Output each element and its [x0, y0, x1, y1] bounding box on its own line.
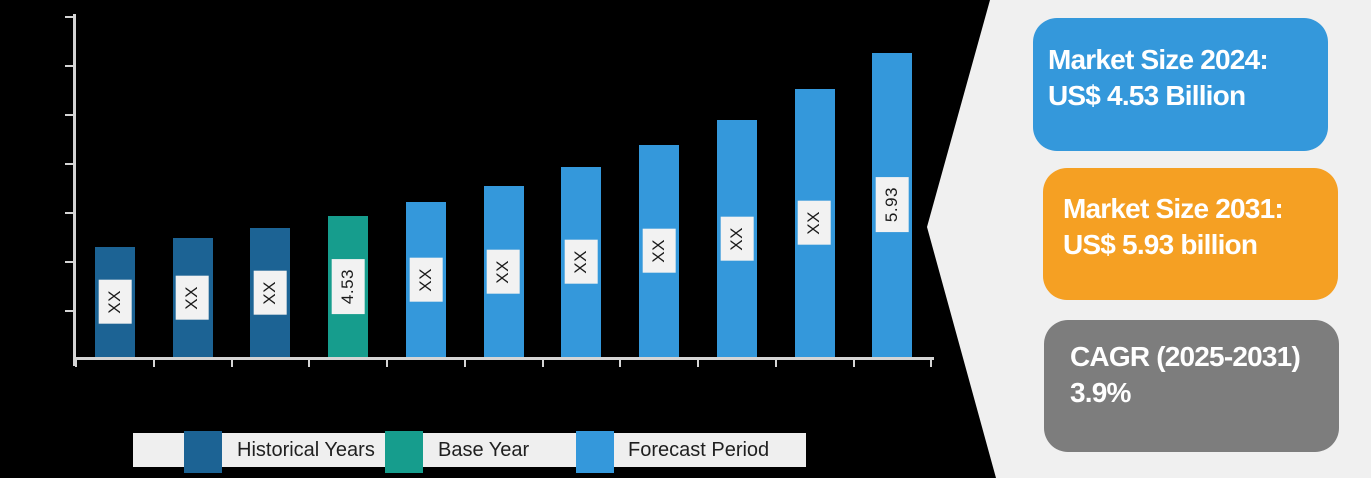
- x-axis-tick-1: [152, 360, 155, 367]
- x-axis-tick-2: [230, 360, 233, 367]
- x-axis-tick-7: [619, 360, 622, 367]
- y-axis-tick-6: [65, 310, 75, 312]
- legend-label-forecast-period: Forecast Period: [628, 439, 770, 461]
- x-axis-tick-6: [541, 360, 544, 367]
- legend-swatch-base-year-icon: [385, 431, 423, 473]
- bar-3-historical: XX: [250, 228, 291, 357]
- legend-swatch-historical-icon: [184, 431, 222, 473]
- y-axis-tick-4: [65, 212, 75, 214]
- bar-11-forecast: 5.93: [872, 53, 913, 357]
- x-axis-tick-5: [463, 360, 466, 367]
- bar-6-forecast: XX: [483, 186, 524, 357]
- chart-legend: Historical Years Base Year Forecast Peri…: [133, 431, 806, 473]
- y-axis-tick-3: [65, 163, 75, 165]
- legend-label-historical-years: Historical Years: [237, 439, 375, 461]
- x-axis-tick-8: [697, 360, 699, 367]
- x-axis-tick-11: [930, 360, 933, 367]
- callout-cagr-line2: 3.9%: [1070, 377, 1131, 408]
- bar-value-label: XX: [98, 280, 132, 324]
- y-axis-tick-0: [65, 16, 75, 18]
- callout-2031-line1: Market Size 2031:: [1063, 193, 1284, 224]
- bar-value-label: XX: [409, 257, 443, 302]
- bar-value-label: XX: [254, 270, 287, 315]
- x-axis-tick-4: [386, 360, 388, 367]
- bar-value-label: XX: [176, 275, 209, 320]
- bar-value-label: XX: [798, 201, 831, 245]
- bar-2-historical: XX: [172, 238, 213, 357]
- x-axis-tick-10: [852, 360, 855, 367]
- info-panel-chevron: Market Size 2024: US$ 4.53 Billion Marke…: [927, 0, 1371, 478]
- bar-10-forecast: XX: [794, 89, 835, 357]
- callout-2024-line1: Market Size 2024:: [1048, 43, 1269, 75]
- bar-7-forecast: XX: [561, 167, 602, 357]
- y-axis-tick-5: [65, 261, 75, 263]
- x-axis-tick-0: [75, 360, 77, 367]
- bar-value-label: XX: [642, 229, 676, 273]
- bar-8-forecast: XX: [639, 145, 680, 357]
- bar-value-label: XX: [720, 216, 754, 261]
- bar-value-label: 5.93: [876, 177, 909, 233]
- legend-label-base-year: Base Year: [438, 439, 530, 461]
- y-axis-tick-2: [65, 114, 75, 116]
- bar-4-base: 4.53: [328, 216, 369, 357]
- callout-market-size-2024: Market Size 2024: US$ 4.53 Billion: [1033, 18, 1328, 151]
- callout-2024-line2: US$ 4.53 Billion: [1048, 79, 1246, 111]
- callout-2031-line2: US$ 5.93 billion: [1063, 229, 1258, 260]
- bar-9-forecast: XX: [716, 120, 757, 357]
- bar-value-label: XX: [565, 240, 598, 284]
- bar-value-label: 4.53: [331, 258, 365, 315]
- bar-1-historical: XX: [94, 247, 135, 357]
- x-axis-tick-9: [774, 360, 777, 367]
- callout-cagr-line1: CAGR (2025-2031): [1070, 341, 1301, 372]
- legend-swatch-forecast-period-icon: [576, 431, 614, 473]
- y-axis: [73, 14, 76, 366]
- callout-cagr: CAGR (2025-2031) 3.9%: [1044, 320, 1339, 452]
- bar-5-forecast: XX: [405, 202, 446, 357]
- x-axis: [73, 357, 934, 360]
- y-axis-tick-1: [65, 65, 75, 67]
- x-axis-tick-3: [308, 360, 311, 367]
- callout-market-size-2031: Market Size 2031: US$ 5.93 billion: [1043, 168, 1338, 300]
- bar-value-label: XX: [487, 249, 520, 294]
